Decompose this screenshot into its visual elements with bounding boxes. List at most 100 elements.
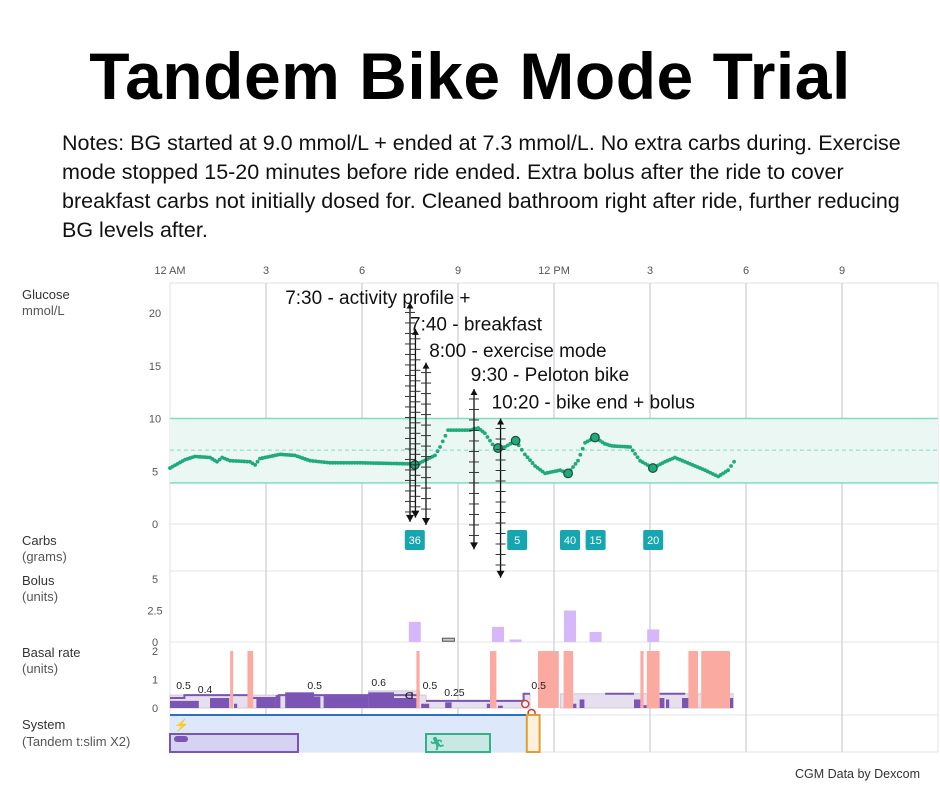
glucose-reading bbox=[522, 452, 527, 457]
basal-delivered-bar bbox=[314, 696, 321, 708]
annotation: 7:30 - activity profile + bbox=[285, 288, 471, 522]
automated-correction-bar bbox=[563, 651, 574, 708]
bolus-y-tick: 5 bbox=[152, 574, 158, 586]
x-tick-label: 12 AM bbox=[154, 265, 185, 277]
glucose-reading bbox=[379, 461, 383, 466]
basal-delivered-bar bbox=[634, 699, 641, 708]
suspended-box bbox=[525, 714, 541, 753]
automated-correction-bar bbox=[701, 651, 730, 708]
basal-delivered-bar bbox=[210, 698, 230, 708]
glucose-event-marker bbox=[590, 432, 600, 443]
sleep-activity-box bbox=[169, 733, 299, 753]
arrow-down-icon bbox=[496, 570, 505, 578]
glucose-reading bbox=[394, 461, 399, 466]
glucose-reading bbox=[485, 435, 490, 439]
glucose-reading bbox=[333, 460, 338, 465]
glucose-reading bbox=[360, 460, 365, 465]
annotation-label: 7:40 - breakfast bbox=[410, 315, 543, 336]
glucose-reading bbox=[732, 459, 736, 464]
arrow-down-icon bbox=[411, 510, 420, 518]
glucose-reading bbox=[462, 428, 467, 433]
carb-value: 36 bbox=[409, 535, 421, 547]
basal-delivered-bar bbox=[659, 698, 665, 708]
glucose-reading bbox=[384, 461, 389, 466]
bolus-bar bbox=[492, 626, 504, 642]
glucose-reading bbox=[311, 459, 315, 463]
glucose-event-marker bbox=[510, 435, 521, 446]
glucose-reading bbox=[371, 461, 376, 465]
annotation: 7:40 - breakfast bbox=[410, 315, 543, 518]
glucose-reading bbox=[328, 460, 332, 465]
glucose-reading bbox=[344, 460, 349, 465]
glucose-reading bbox=[245, 459, 250, 464]
carbs-unit: (grams) bbox=[22, 549, 67, 564]
basal-delivered-bar bbox=[421, 703, 430, 708]
glucose-reading bbox=[392, 461, 397, 466]
annotation: 8:00 - exercise mode bbox=[421, 341, 607, 526]
carb-badge bbox=[560, 530, 580, 550]
annotation: 9:30 - Peloton bike bbox=[469, 365, 629, 550]
target-range-band bbox=[170, 418, 938, 483]
page-title: Tandem Bike Mode Trial bbox=[89, 39, 851, 113]
glucose-reading bbox=[448, 428, 453, 433]
bolus-bar bbox=[408, 621, 421, 642]
carb-value: 40 bbox=[564, 535, 576, 547]
glucose-reading bbox=[630, 448, 635, 453]
glucose-reading bbox=[253, 463, 258, 467]
glucose-reading bbox=[358, 460, 362, 465]
bolus-unit: (units) bbox=[22, 589, 58, 604]
x-tick-label: 3 bbox=[647, 265, 653, 277]
arrow-down-icon bbox=[422, 518, 430, 526]
basal-delivered-bar bbox=[682, 698, 689, 708]
glucose-reading bbox=[488, 438, 492, 443]
glucose-event-marker bbox=[563, 468, 573, 479]
basal-y-tick: 0 bbox=[152, 703, 158, 715]
basal-delivered-bar bbox=[445, 702, 452, 708]
notes-text: Notes: BG started at 9.0 mmol/L + ended … bbox=[62, 131, 901, 242]
glucose-reading bbox=[236, 459, 241, 464]
glucose-reading bbox=[451, 428, 456, 433]
glucose-reading bbox=[433, 453, 437, 458]
carbs-label: Carbs bbox=[22, 533, 57, 548]
automated-correction-bar bbox=[490, 651, 497, 708]
automated-correction-bar bbox=[640, 651, 644, 708]
glucose-reading bbox=[228, 458, 233, 463]
arrow-up-icon bbox=[422, 362, 430, 369]
glucose-reading bbox=[352, 460, 357, 465]
glucose-reading bbox=[242, 459, 247, 464]
basal-rate-label: 0.25 bbox=[444, 687, 465, 699]
basal-delivered-bar bbox=[394, 698, 417, 708]
glucose-reading bbox=[578, 452, 583, 457]
glucose-reading bbox=[319, 460, 324, 464]
glucose-reading bbox=[528, 458, 532, 463]
glucose-reading bbox=[233, 459, 238, 463]
bolus-y-tick: 2.5 bbox=[147, 606, 162, 618]
glucose-reading bbox=[376, 461, 381, 466]
automated-correction-bar bbox=[646, 651, 660, 708]
exercise-runner-icon: 🏃︎ bbox=[429, 736, 446, 751]
glucose-y-tick: 5 bbox=[152, 466, 158, 478]
bolus-label: Bolus bbox=[22, 573, 55, 588]
basal-delivered-bar bbox=[642, 705, 647, 708]
basal-rate-label: 0.5 bbox=[531, 680, 546, 692]
suspend-marker bbox=[520, 699, 530, 709]
glucose-reading bbox=[402, 461, 407, 466]
arrow-down-icon bbox=[406, 514, 414, 522]
carb-badge bbox=[507, 530, 528, 550]
glucose-reading bbox=[308, 458, 313, 463]
carb-entry: 15 bbox=[585, 530, 606, 550]
glucose-label: Glucose bbox=[22, 287, 70, 302]
glucose-reading bbox=[440, 439, 445, 444]
annotation-label: 10:20 - bike end + bolus bbox=[492, 393, 695, 414]
sleep-icon bbox=[174, 736, 188, 742]
glucose-reading bbox=[239, 459, 244, 464]
glucose-y-tick: 10 bbox=[149, 414, 161, 426]
glucose-reading bbox=[215, 459, 219, 464]
bolus-bar bbox=[441, 637, 455, 642]
basal-rate-label: 0.5 bbox=[423, 680, 438, 692]
arrow-up-icon bbox=[497, 418, 505, 425]
glucose-reading bbox=[726, 468, 730, 473]
carb-entry: 20 bbox=[643, 530, 664, 550]
glucose-y-tick: 0 bbox=[152, 519, 158, 531]
glucose-reading bbox=[576, 458, 580, 463]
